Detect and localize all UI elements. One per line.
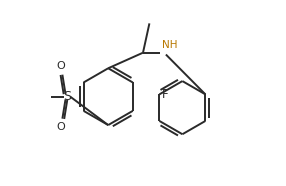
- Text: O: O: [56, 61, 65, 71]
- Text: NH: NH: [162, 40, 178, 50]
- Text: S: S: [63, 90, 71, 103]
- Text: O: O: [56, 122, 65, 132]
- Text: F: F: [162, 88, 168, 101]
